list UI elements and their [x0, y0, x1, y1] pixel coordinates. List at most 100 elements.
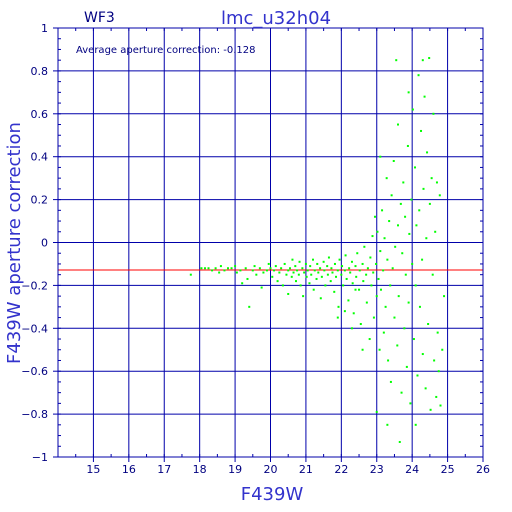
data-point: [344, 254, 347, 257]
y-axis-label: F439W aperture correction: [4, 122, 25, 364]
data-point: [395, 59, 398, 62]
x-tick-label: 24: [405, 463, 419, 476]
data-point: [223, 269, 226, 272]
x-tick-label: 26: [476, 463, 490, 476]
data-point: [350, 327, 353, 330]
data-point: [248, 305, 251, 308]
data-point: [400, 391, 403, 394]
data-point: [414, 166, 416, 169]
data-point: [361, 262, 364, 265]
data-point: [304, 262, 307, 265]
data-point: [406, 144, 409, 147]
data-point: [319, 267, 322, 270]
data-point: [227, 267, 229, 270]
data-point: [299, 284, 302, 287]
data-point: [376, 230, 379, 233]
x-tick-label: 15: [86, 463, 100, 476]
data-point: [427, 323, 430, 326]
y-tick-label: −1: [32, 451, 48, 464]
y-tick-label: 0.4: [31, 151, 49, 164]
data-point: [366, 267, 369, 270]
x-tick-label: 22: [334, 463, 348, 476]
data-point: [416, 374, 419, 377]
data-point: [260, 286, 263, 289]
data-point: [354, 265, 357, 268]
data-point: [443, 295, 446, 298]
data-point: [298, 260, 301, 263]
y-tick-label: −0.2: [21, 279, 48, 292]
data-point: [297, 273, 300, 276]
data-point: [303, 271, 306, 274]
data-point: [397, 295, 400, 298]
data-point: [326, 273, 329, 276]
data-point: [361, 348, 364, 351]
data-point: [397, 224, 399, 227]
data-point: [287, 292, 290, 295]
data-point: [381, 209, 384, 212]
data-point: [288, 267, 291, 270]
data-point: [273, 269, 276, 272]
data-point: [295, 280, 297, 283]
data-point: [371, 235, 374, 238]
data-point: [363, 245, 366, 248]
data-point: [310, 273, 313, 276]
data-point: [382, 269, 385, 272]
x-tick-label: 21: [299, 463, 313, 476]
data-point: [418, 209, 421, 212]
data-point: [375, 295, 378, 298]
data-point: [283, 262, 286, 265]
data-point: [388, 220, 391, 223]
data-point: [305, 275, 308, 278]
data-point: [429, 408, 432, 411]
data-point: [347, 299, 350, 302]
data-point: [280, 267, 283, 270]
data-point: [320, 275, 323, 278]
data-point: [323, 269, 326, 272]
data-point: [412, 338, 415, 341]
data-point: [211, 269, 214, 272]
data-point: [389, 284, 392, 287]
data-point: [358, 269, 361, 272]
data-point: [383, 237, 386, 240]
data-point: [407, 301, 410, 304]
data-point: [411, 108, 414, 111]
chip-label: WF3: [84, 10, 115, 26]
data-point: [326, 265, 329, 268]
data-point: [333, 262, 336, 265]
data-point: [432, 112, 435, 115]
data-point: [389, 380, 392, 383]
data-point: [244, 267, 247, 270]
data-point: [317, 271, 320, 274]
data-point: [438, 194, 441, 197]
data-point: [276, 280, 279, 283]
data-point: [265, 269, 268, 272]
y-tick-label: −0.4: [21, 322, 48, 335]
data-point: [391, 267, 394, 270]
data-point: [203, 267, 206, 270]
data-point: [214, 267, 217, 270]
data-point: [435, 395, 438, 398]
data-point: [336, 269, 339, 272]
data-point: [421, 59, 424, 62]
data-point: [356, 252, 359, 255]
data-point: [359, 323, 362, 326]
data-point: [425, 237, 428, 240]
data-point: [417, 74, 420, 77]
plot-border: [57, 27, 484, 458]
data-point: [414, 423, 417, 426]
data-point: [285, 273, 288, 276]
data-point: [414, 284, 417, 287]
data-point: [386, 423, 389, 426]
x-tick-label: 17: [157, 463, 171, 476]
data-point: [424, 387, 427, 390]
data-point: [262, 271, 265, 274]
data-point: [422, 187, 425, 190]
y-tick-label: 1: [41, 22, 48, 35]
data-point: [239, 269, 242, 272]
data-point: [379, 250, 382, 253]
data-point: [435, 181, 438, 184]
data-point: [291, 258, 294, 261]
data-point: [337, 305, 340, 308]
data-point: [399, 202, 402, 205]
